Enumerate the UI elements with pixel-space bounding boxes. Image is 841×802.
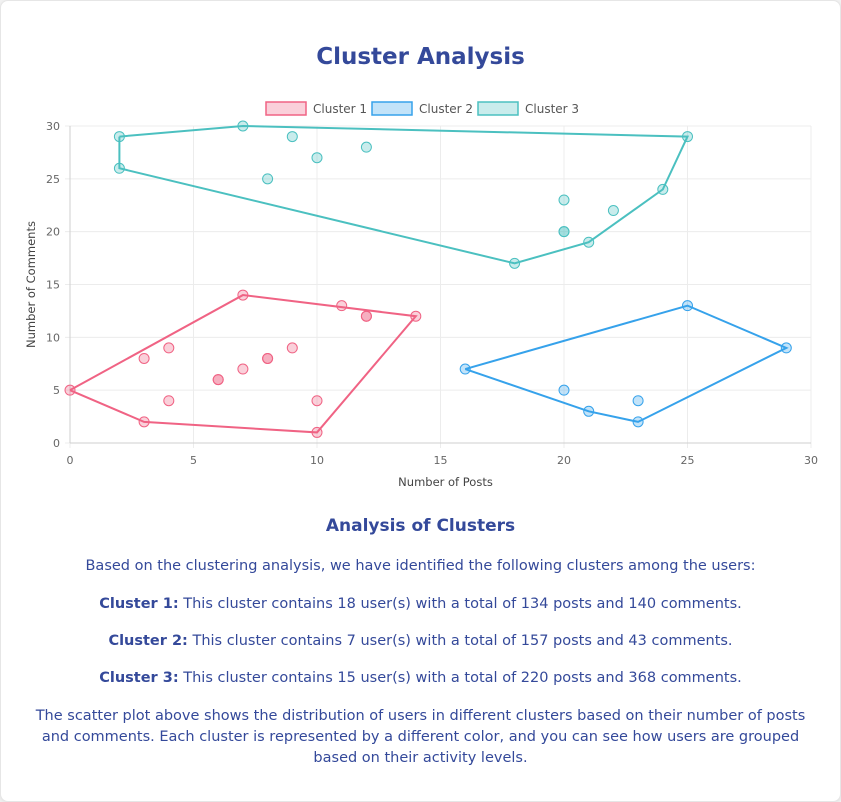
cluster-1-text: This cluster contains 18 user(s) with a … [183, 596, 742, 612]
x-tick-label: 5 [190, 454, 197, 467]
analysis-heading: Analysis of Clusters [325, 516, 516, 536]
cluster-2-point [682, 300, 693, 312]
cluster-2-point [459, 363, 471, 375]
cluster-1-point [163, 342, 175, 354]
cluster-1-point [64, 384, 76, 396]
scatter-chart: 0 5 10 15 20 25 30 0 5 10 15 20 25 30 Number of Posts N… [24, 101, 818, 489]
cluster-3-point [682, 131, 693, 143]
x-tick-label: 25 [681, 454, 695, 467]
page-title: Cluster Analysis [316, 44, 525, 70]
legend-swatch-cluster-1 [265, 101, 307, 116]
x-tick-label: 30 [804, 454, 818, 467]
cluster-1-point [212, 374, 224, 386]
y-tick-label: 25 [46, 173, 60, 186]
y-tick-label: 5 [53, 384, 60, 397]
x-tick-label: 15 [434, 454, 448, 467]
cluster-3-point [509, 257, 521, 269]
legend-swatch-cluster-2 [371, 101, 413, 116]
cluster-2-point [632, 416, 644, 428]
cluster-3-point [360, 141, 372, 153]
x-axis-title: Number of Posts [398, 475, 493, 489]
cluster-1-point [336, 300, 348, 312]
cluster-3-summary: Cluster 3: This cluster contains 15 user… [0, 670, 841, 686]
cluster-1-point [311, 426, 323, 438]
y-tick-label: 30 [46, 120, 60, 133]
cluster-3-point [558, 194, 570, 206]
legend-swatch-cluster-3 [477, 101, 519, 116]
legend-label-cluster-2: Cluster 2 [419, 102, 473, 116]
cluster-2-point [632, 395, 644, 407]
cluster-3-hull-line [118, 124, 690, 265]
cluster-1-point [138, 352, 150, 364]
cluster-3-point [237, 120, 249, 132]
cluster-1-point [311, 395, 323, 407]
cluster-1-point [138, 416, 150, 428]
cluster-1-label: Cluster 1: [99, 596, 179, 612]
cluster-2-text: This cluster contains 7 user(s) with a t… [192, 633, 733, 649]
cluster-3-text: This cluster contains 15 user(s) with a … [183, 670, 742, 686]
x-tick-label: 0 [67, 454, 74, 467]
cluster-2-summary: Cluster 2: This cluster contains 7 user(… [0, 633, 841, 649]
cluster-1-hull-line [69, 294, 418, 434]
legend-label-cluster-1: Cluster 1 [313, 102, 367, 116]
cluster-3-point [311, 152, 323, 164]
cluster-1-point [286, 342, 298, 354]
cluster-1-point [360, 310, 372, 322]
cluster-3-point [286, 131, 298, 143]
y-tick-label: 15 [46, 279, 60, 292]
cluster-3-point [113, 131, 125, 143]
cluster-1-summary: Cluster 1: This cluster contains 18 user… [0, 596, 841, 612]
cluster-3-point [657, 183, 669, 195]
y-tick-label: 10 [46, 331, 60, 344]
cluster-1-point [262, 352, 274, 364]
cluster-2-hull-line [464, 304, 789, 423]
cluster-1-point [237, 289, 249, 301]
cluster-3-point [262, 173, 274, 185]
cluster-2-point [780, 342, 792, 354]
cluster-1-point [163, 395, 175, 407]
y-axis-title: Number of Comments [24, 221, 38, 348]
x-tick-label: 10 [310, 454, 324, 467]
x-tick-label: 20 [557, 454, 571, 467]
cluster-1-point [410, 310, 422, 322]
cluster-2-point [558, 384, 570, 396]
analysis-conclusion: The scatter plot above shows the distrib… [35, 708, 806, 766]
y-tick-label: 0 [53, 437, 60, 450]
cluster-1-point [237, 363, 249, 375]
analysis-intro: Based on the clustering analysis, we hav… [85, 558, 756, 574]
y-tick-label: 20 [46, 226, 60, 239]
cluster-2-label: Cluster 2: [108, 633, 188, 649]
cluster-2-point [583, 405, 595, 417]
cluster-3-point [607, 205, 619, 217]
cluster-3-label: Cluster 3: [99, 670, 179, 686]
cluster-3-point [558, 226, 570, 238]
cluster-3-point [583, 236, 595, 248]
cluster-3-point [113, 162, 125, 174]
legend-label-cluster-3: Cluster 3 [525, 102, 579, 116]
